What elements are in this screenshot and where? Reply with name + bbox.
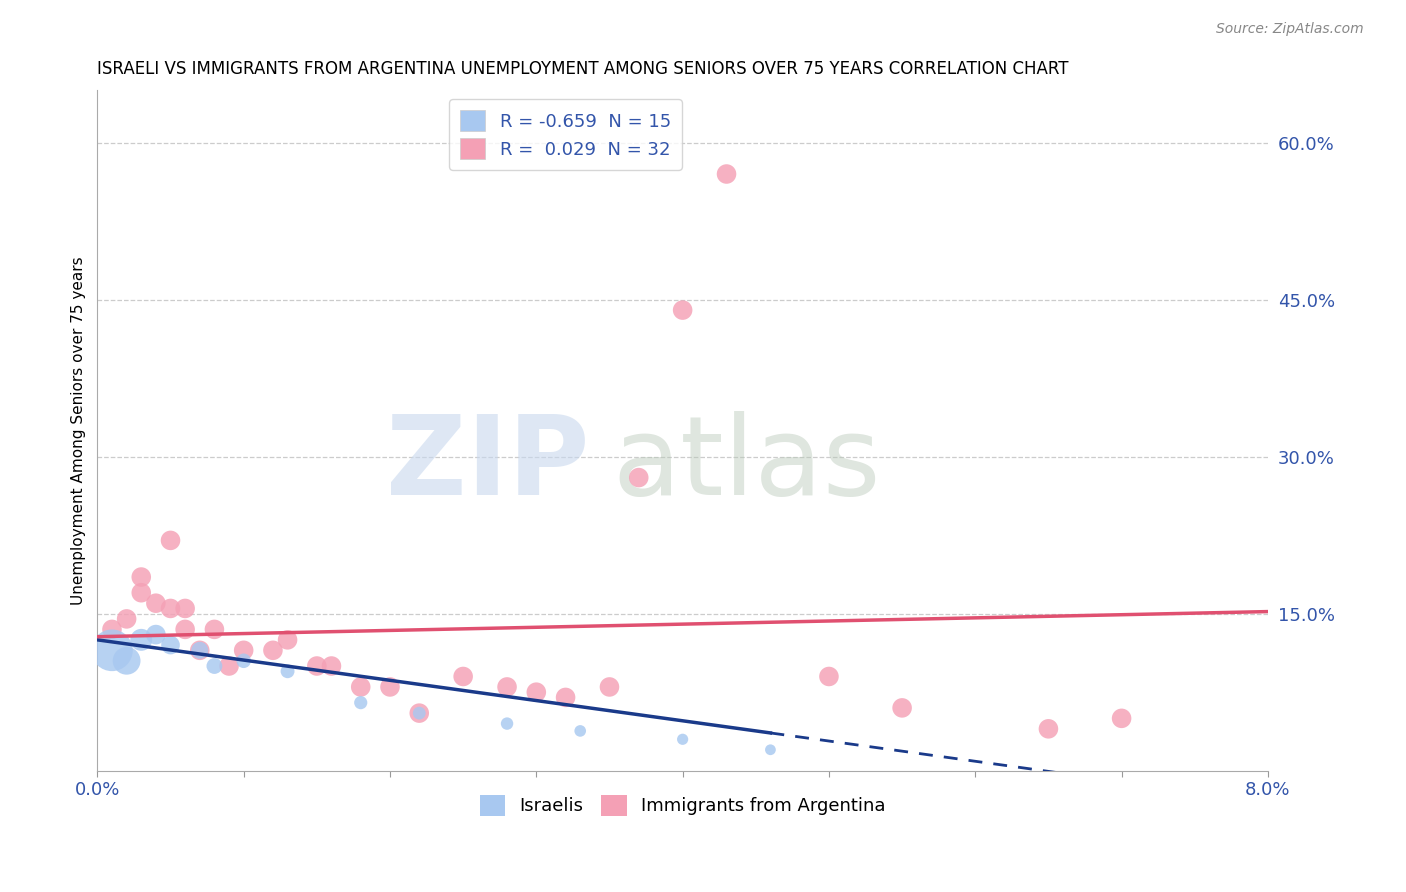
Point — [115, 654, 138, 668]
Point — [818, 669, 841, 683]
Point — [101, 643, 124, 657]
Point — [159, 601, 181, 615]
Text: Source: ZipAtlas.com: Source: ZipAtlas.com — [1216, 22, 1364, 37]
Point — [350, 696, 373, 710]
Point — [115, 612, 138, 626]
Point — [496, 680, 519, 694]
Point — [305, 659, 328, 673]
Point — [891, 701, 914, 715]
Point — [145, 627, 167, 641]
Point — [262, 643, 284, 657]
Point — [218, 659, 240, 673]
Point — [408, 706, 430, 720]
Point — [129, 632, 152, 647]
Point — [277, 665, 299, 679]
Point — [159, 533, 181, 548]
Point — [627, 470, 650, 484]
Point — [716, 167, 738, 181]
Point — [202, 659, 225, 673]
Point — [1111, 711, 1133, 725]
Point — [378, 680, 401, 694]
Point — [174, 601, 197, 615]
Point — [145, 596, 167, 610]
Point — [188, 643, 211, 657]
Point — [277, 632, 299, 647]
Point — [129, 570, 152, 584]
Point — [524, 685, 547, 699]
Legend: Israelis, Immigrants from Argentina: Israelis, Immigrants from Argentina — [472, 788, 893, 823]
Point — [1038, 722, 1060, 736]
Point — [232, 654, 254, 668]
Point — [188, 643, 211, 657]
Point — [350, 680, 373, 694]
Point — [569, 723, 592, 738]
Text: atlas: atlas — [613, 411, 882, 518]
Point — [129, 586, 152, 600]
Point — [408, 706, 430, 720]
Text: ISRAELI VS IMMIGRANTS FROM ARGENTINA UNEMPLOYMENT AMONG SENIORS OVER 75 YEARS CO: ISRAELI VS IMMIGRANTS FROM ARGENTINA UNE… — [97, 60, 1069, 78]
Point — [202, 623, 225, 637]
Point — [759, 743, 782, 757]
Y-axis label: Unemployment Among Seniors over 75 years: Unemployment Among Seniors over 75 years — [72, 256, 86, 605]
Point — [174, 623, 197, 637]
Text: ZIP: ZIP — [385, 411, 589, 518]
Point — [232, 643, 254, 657]
Point — [554, 690, 576, 705]
Point — [672, 732, 695, 747]
Point — [451, 669, 474, 683]
Point — [101, 623, 124, 637]
Point — [496, 716, 519, 731]
Point — [672, 303, 695, 318]
Point — [321, 659, 343, 673]
Point — [598, 680, 620, 694]
Point — [159, 638, 181, 652]
